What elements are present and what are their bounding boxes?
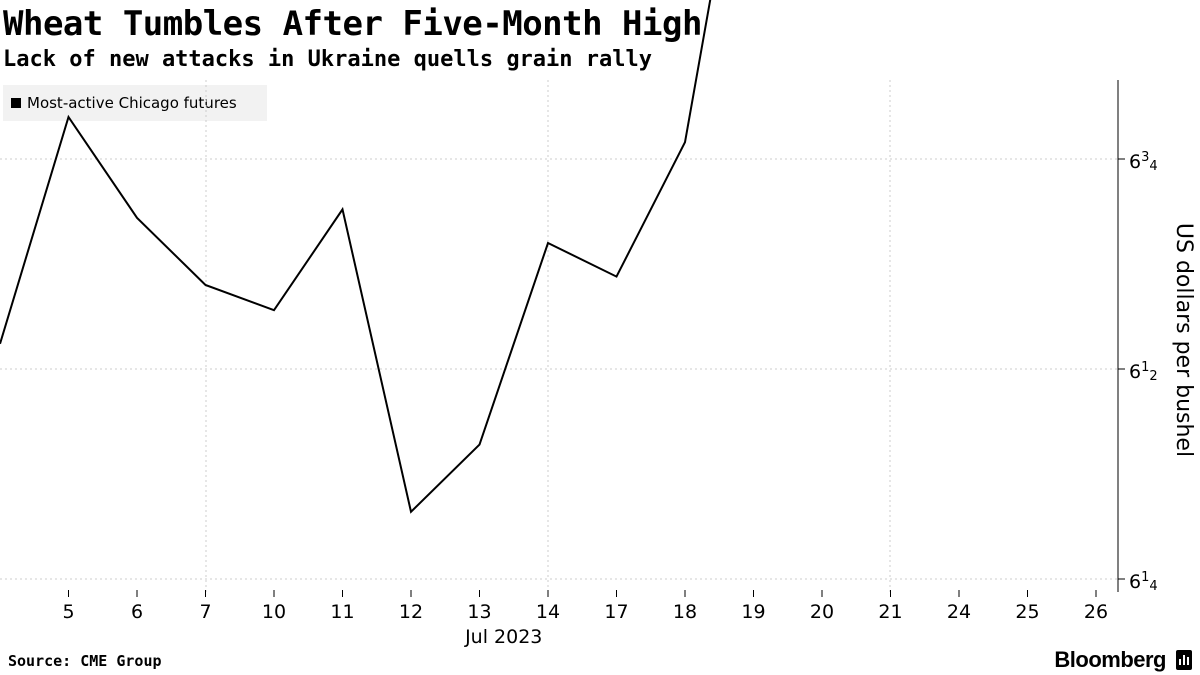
x-tick-label: 14 xyxy=(536,601,560,623)
legend-swatch xyxy=(11,98,21,108)
x-tick-label: 10 xyxy=(262,601,286,623)
x-tick-label: 12 xyxy=(399,601,423,623)
x-tick-label: 21 xyxy=(878,601,902,623)
x-tick-label: 5 xyxy=(62,601,74,623)
x-tick-label: 13 xyxy=(467,601,491,623)
x-axis-title: Jul 2023 xyxy=(464,626,542,648)
chart-title: Wheat Tumbles After Five-Month High xyxy=(3,4,702,44)
bloomberg-terminal-icon xyxy=(1176,650,1192,670)
y-axis-title: US dollars per bushel xyxy=(1171,223,1196,457)
source-note: Source: CME Group xyxy=(8,652,162,670)
x-tick-label: 7 xyxy=(199,601,211,623)
line-layer xyxy=(0,0,712,514)
x-tick-label: 24 xyxy=(947,601,971,623)
y-tick-label: 614 xyxy=(1129,570,1158,594)
x-tick-label: 18 xyxy=(673,601,697,623)
x-tick-label: 20 xyxy=(810,601,834,623)
x-tick-label: 26 xyxy=(1084,601,1108,623)
x-tick-label: 25 xyxy=(1015,601,1039,623)
grid-layer xyxy=(0,80,1118,592)
x-tick-label: 6 xyxy=(131,601,143,623)
x-tick-label: 11 xyxy=(330,601,354,623)
legend-label: Most-active Chicago futures xyxy=(27,94,237,112)
brand-logo: Bloomberg xyxy=(1054,647,1166,672)
y-tick-label: 612 xyxy=(1129,360,1158,384)
y-tick-label: 634 xyxy=(1129,150,1158,174)
axis-layer: 6146126347714712567101112131417181920212… xyxy=(62,80,1196,648)
x-tick-label: 17 xyxy=(604,601,628,623)
chart-subtitle: Lack of new attacks in Ukraine quells gr… xyxy=(3,47,653,72)
x-tick-label: 19 xyxy=(741,601,765,623)
legend: Most-active Chicago futures xyxy=(3,85,267,121)
